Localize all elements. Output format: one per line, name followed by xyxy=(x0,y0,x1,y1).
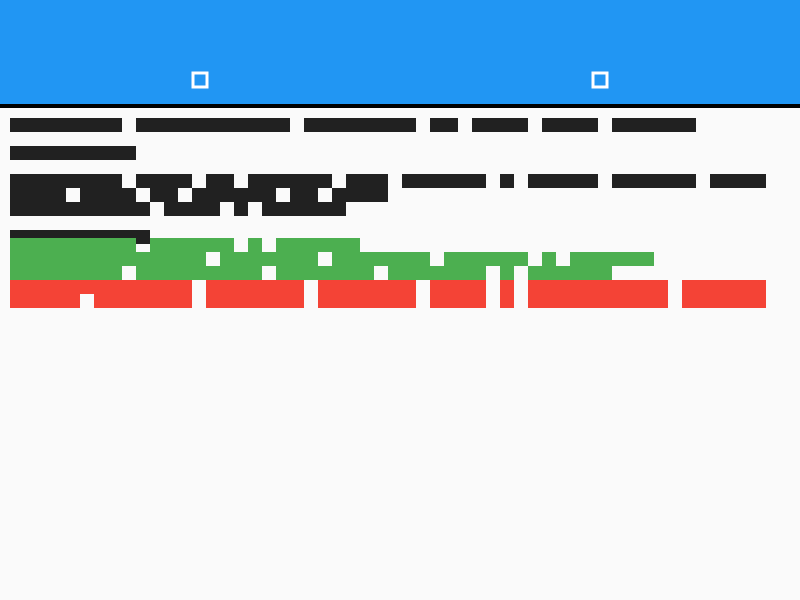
red-line xyxy=(10,280,780,294)
redacted-word xyxy=(542,118,598,132)
redacted-word xyxy=(682,280,766,294)
redacted-word xyxy=(276,238,360,252)
redacted-word xyxy=(290,188,318,202)
text-line xyxy=(10,112,780,140)
redacted-word xyxy=(192,188,276,202)
redacted-word xyxy=(206,294,304,308)
tab-1[interactable] xyxy=(0,56,400,104)
redacted-word xyxy=(10,188,66,202)
redacted-word xyxy=(150,188,178,202)
redacted-word xyxy=(500,266,514,280)
text-line xyxy=(10,140,780,168)
redacted-word xyxy=(500,280,514,294)
redacted-word xyxy=(94,294,192,308)
redacted-word xyxy=(10,252,206,266)
redacted-word xyxy=(430,294,486,308)
redacted-word xyxy=(388,266,486,280)
redacted-word xyxy=(528,174,598,188)
redacted-word xyxy=(402,174,486,188)
redacted-word xyxy=(136,174,192,188)
redacted-word xyxy=(528,266,612,280)
redacted-word xyxy=(10,280,192,294)
redacted-word xyxy=(318,280,416,294)
redacted-word xyxy=(430,280,486,294)
redacted-word xyxy=(206,174,234,188)
redacted-word xyxy=(528,280,668,294)
red-line xyxy=(10,294,780,308)
redacted-word xyxy=(262,202,346,216)
green-line xyxy=(10,252,780,266)
redacted-word xyxy=(136,266,262,280)
redacted-word xyxy=(10,294,80,308)
redacted-word xyxy=(472,118,528,132)
tab-indicator xyxy=(0,104,800,108)
redacted-word xyxy=(10,174,122,188)
redacted-word xyxy=(500,294,514,308)
redacted-word xyxy=(10,146,136,160)
red-paragraph xyxy=(10,280,780,308)
redacted-word xyxy=(248,174,332,188)
redacted-word xyxy=(682,294,766,308)
redacted-word xyxy=(150,238,234,252)
redacted-word xyxy=(220,252,318,266)
green-line xyxy=(10,266,780,280)
redacted-word xyxy=(346,174,388,188)
redacted-word xyxy=(318,294,416,308)
square-outline-icon xyxy=(591,71,609,89)
redacted-word xyxy=(500,174,514,188)
redacted-word xyxy=(444,252,528,266)
redacted-word xyxy=(248,238,262,252)
redacted-word xyxy=(332,188,388,202)
content-area xyxy=(10,112,780,308)
text-line xyxy=(10,168,780,202)
redacted-word xyxy=(710,174,766,188)
redacted-word xyxy=(136,118,290,132)
redacted-word xyxy=(164,202,220,216)
redacted-word xyxy=(10,266,122,280)
redacted-word xyxy=(10,238,136,252)
redacted-word xyxy=(206,280,304,294)
redacted-word xyxy=(528,294,668,308)
redacted-word xyxy=(612,118,696,132)
redacted-word xyxy=(542,252,556,266)
redacted-word xyxy=(80,188,136,202)
tab-2[interactable] xyxy=(400,56,800,104)
green-paragraph xyxy=(10,238,780,280)
redacted-word xyxy=(10,202,150,216)
redacted-word xyxy=(570,252,654,266)
text-line xyxy=(10,196,780,224)
square-outline-icon xyxy=(191,71,209,89)
redacted-word xyxy=(304,118,416,132)
redacted-word xyxy=(10,118,122,132)
redacted-word xyxy=(332,252,430,266)
redacted-word xyxy=(430,118,458,132)
redacted-word xyxy=(612,174,696,188)
redacted-word xyxy=(234,202,248,216)
tab-bar xyxy=(0,56,800,104)
green-line xyxy=(10,238,780,252)
redacted-word xyxy=(276,266,374,280)
app-bar xyxy=(0,0,800,104)
